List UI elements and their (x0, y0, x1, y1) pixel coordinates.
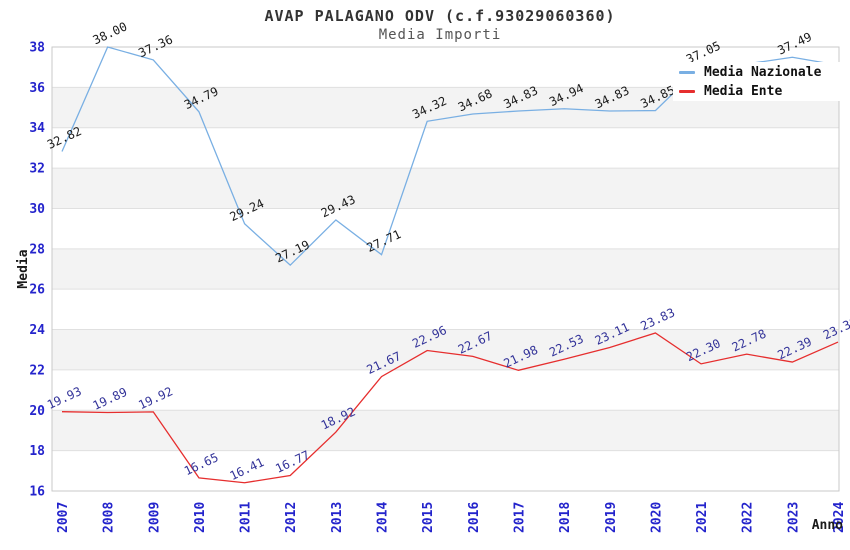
point-label: 38.00 (91, 19, 130, 47)
x-tick-label: 2013 (330, 502, 345, 533)
x-tick-label: 2009 (147, 502, 162, 533)
x-tick-label: 2010 (193, 502, 208, 533)
y-tick-label: 30 (29, 202, 45, 217)
x-tick-label: 2011 (239, 502, 254, 533)
y-tick-label: 26 (29, 283, 45, 298)
y-tick-label: 16 (29, 485, 45, 500)
y-tick-label: 18 (29, 444, 45, 459)
y-tick-label: 36 (29, 81, 45, 96)
y-tick-label: 34 (29, 121, 45, 136)
x-tick-label: 2016 (467, 502, 482, 533)
plot-border (51, 46, 840, 492)
x-tick-label: 2015 (421, 502, 436, 533)
y-tick-label: 22 (29, 363, 45, 378)
point-label: 16.41 (228, 455, 267, 483)
legend-item-media-nazionale: Media Nazionale (679, 64, 850, 80)
point-label: 23.38 (821, 314, 850, 342)
x-tick-label: 2019 (604, 502, 619, 533)
y-tick-label: 28 (29, 242, 45, 257)
legend-line-swatch-nazionale (679, 70, 695, 74)
plot-band (52, 329, 839, 370)
point-label: 19.89 (91, 385, 130, 413)
x-tick-label: 2024 (832, 502, 847, 533)
point-label: 37.36 (136, 32, 175, 60)
x-tick-label: 2008 (102, 502, 117, 533)
chart-line-media-ente (61, 332, 839, 484)
point-label: 19.92 (136, 384, 175, 412)
x-tick-label: 2021 (695, 502, 710, 533)
x-tick-label: 2022 (741, 502, 756, 533)
plot-band (52, 248, 839, 290)
plot-band (52, 410, 839, 451)
legend: Media Nazionale Media Ente (673, 62, 850, 101)
y-tick-label: 20 (29, 404, 45, 419)
y-tick-label: 24 (29, 323, 45, 338)
x-tick-label: 2017 (512, 502, 527, 533)
x-tick-label: 2007 (56, 502, 71, 533)
chart-title: AVAP PALAGANO ODV (c.f.93029060360) (264, 7, 616, 25)
point-label: 16.65 (182, 450, 221, 478)
x-tick-label: 2018 (558, 502, 573, 533)
point-label: 19.93 (45, 384, 84, 412)
x-axis-title: Anno (812, 518, 843, 533)
x-tick-label: 2020 (649, 502, 664, 533)
point-label: 37.49 (775, 30, 814, 58)
chart-subtitle: Media Importi (378, 27, 502, 43)
legend-item-media-ente: Media Ente (679, 83, 850, 99)
point-label: 16.77 (273, 448, 312, 476)
legend-label-ente: Media Ente (704, 83, 783, 99)
x-tick-label: 2012 (284, 502, 299, 533)
y-axis-title: Media (16, 249, 31, 288)
legend-label-nazionale: Media Nazionale (704, 64, 822, 80)
legend-line-swatch-ente (679, 89, 695, 93)
x-tick-label: 2014 (376, 502, 391, 533)
y-tick-label: 32 (29, 162, 45, 177)
y-tick-label: 38 (29, 41, 45, 56)
x-tick-label: 2023 (786, 502, 801, 533)
plot-band (52, 168, 839, 209)
